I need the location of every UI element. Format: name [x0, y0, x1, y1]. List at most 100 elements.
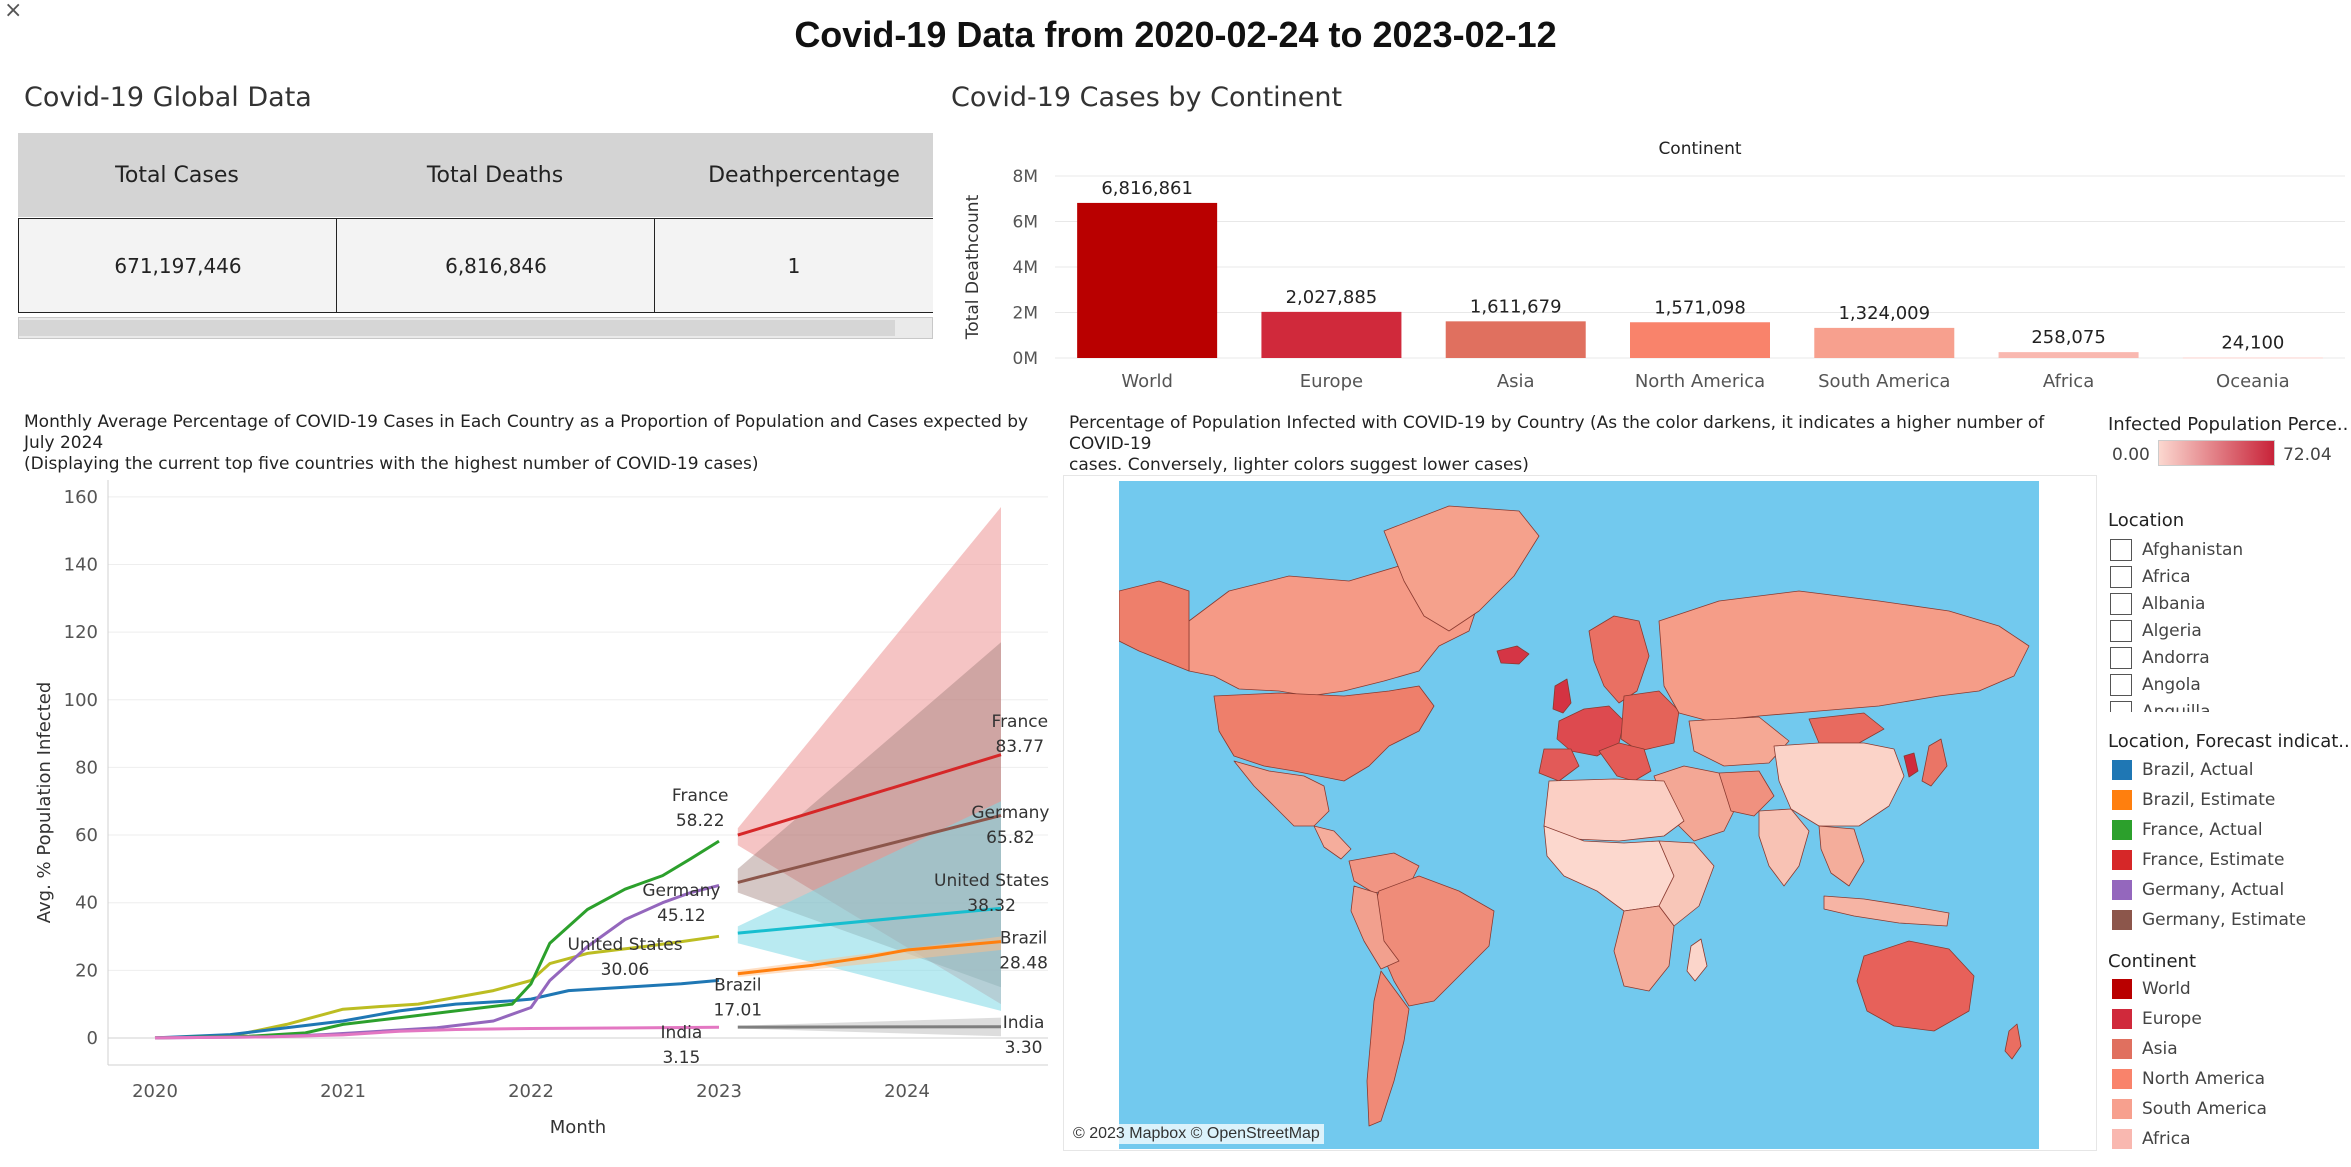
checkbox[interactable]: [2110, 592, 2132, 615]
legend-swatch: [2112, 789, 2132, 810]
infected-legend-title: Infected Population Perce..: [2108, 414, 2348, 435]
map-title-line-1: Percentage of Population Infected with C…: [1069, 413, 2045, 454]
country-japan[interactable]: [1921, 738, 1948, 787]
bar-category-label: North America: [1635, 371, 1765, 392]
continent-bar-chart: Continent Total Deathcount 0M 2M 4M 6M 8M 6,816…: [963, 139, 2345, 392]
line-y-tick-label: 60: [75, 825, 98, 846]
legend-label: Brazil, Actual: [2142, 759, 2254, 780]
country-argentina-chile[interactable]: [1366, 970, 1410, 1127]
country-peru-bolivia[interactable]: [1350, 885, 1400, 970]
infected-legend-min: 0.00: [2112, 445, 2150, 465]
region-central-america[interactable]: [1313, 825, 1352, 860]
country-usa-alaska[interactable]: [1119, 580, 1190, 672]
legend-label: Germany, Estimate: [2142, 909, 2307, 930]
line-chart-title-line-1: Monthly Average Percentage of COVID-19 C…: [24, 412, 1029, 453]
bar-y-tick-label: 6M: [1013, 213, 1038, 233]
line-x-axis-label: Month: [550, 1117, 606, 1138]
bar-y-tick-label: 8M: [1013, 167, 1038, 187]
legend-label: World: [2142, 978, 2191, 999]
country-usa[interactable]: [1213, 685, 1435, 782]
country-mongolia[interactable]: [1808, 712, 1885, 744]
location-filter-afghanistan[interactable]: Afghanistan: [2110, 536, 2243, 563]
region-scandinavia[interactable]: [1588, 615, 1650, 704]
country-greenland[interactable]: [1383, 505, 1540, 632]
forecast-legend-list: Brazil, Actual Brazil, Estimate France, Ac…: [2112, 756, 2342, 930]
bar-category-label: Oceania: [2216, 371, 2290, 392]
legend-label: Asia: [2142, 1038, 2178, 1059]
annotation-value: 30.06: [601, 960, 650, 980]
legend-label: Brazil, Estimate: [2142, 789, 2276, 810]
checkbox[interactable]: [2110, 673, 2132, 696]
location-filter-label: Anguilla: [2142, 701, 2211, 713]
location-filter-albania[interactable]: Albania: [2110, 590, 2205, 617]
country-iceland[interactable]: [1496, 645, 1530, 665]
checkbox[interactable]: [2110, 565, 2132, 588]
series-line-united-states-actual: [154, 934, 720, 1040]
country-madagascar[interactable]: [1686, 938, 1708, 982]
location-filter-angola[interactable]: Angola: [2110, 671, 2201, 698]
line-y-tick-label: 160: [64, 487, 98, 508]
horizontal-scrollbar[interactable]: [18, 317, 933, 339]
forecast-legend-brazil-actual: Brazil, Actual: [2112, 756, 2254, 783]
country-mexico[interactable]: [1233, 760, 1330, 827]
country-kazakhstan[interactable]: [1688, 716, 1790, 767]
country-china[interactable]: [1773, 742, 1905, 827]
close-icon[interactable]: ×: [4, 0, 23, 23]
annotation-name: India: [661, 1023, 703, 1043]
country-italy-balkans[interactable]: [1598, 742, 1652, 782]
country-north-africa[interactable]: [1543, 778, 1685, 842]
series-line-germany-estimate: [737, 813, 1002, 884]
continent-legend-south-america: South America: [2112, 1095, 2267, 1122]
forecast-legend-france-estimate: France, Estimate: [2112, 846, 2284, 873]
series-line-india-actual: [154, 1025, 720, 1040]
line-y-axis-label: Avg. % Population Infected: [34, 682, 55, 923]
bar-category-label: Asia: [1497, 371, 1535, 392]
region-eastern-europe[interactable]: [1620, 690, 1680, 752]
country-new-zealand[interactable]: [2004, 1023, 2022, 1060]
bar-category-label: World: [1121, 371, 1173, 392]
scrollbar-thumb[interactable]: [19, 320, 895, 336]
world-map[interactable]: [1119, 481, 2039, 1149]
checkbox[interactable]: [2110, 646, 2132, 669]
map-attribution[interactable]: © 2023 Mapbox © OpenStreetMap: [1069, 1124, 1324, 1144]
region-east-africa[interactable]: [1658, 840, 1715, 927]
region-southeast-asia[interactable]: [1818, 825, 1865, 887]
legend-swatch: [2112, 819, 2132, 840]
line-x-tick-label: 2020: [132, 1081, 178, 1102]
country-canada[interactable]: [1188, 565, 1480, 697]
legend-swatch: [2112, 978, 2132, 999]
checkbox[interactable]: [2110, 538, 2132, 561]
country-australia[interactable]: [1856, 940, 1975, 1032]
line-y-tick-label: 40: [75, 893, 98, 914]
country-korea[interactable]: [1903, 752, 1919, 778]
line-x-tick-label: 2024: [884, 1081, 930, 1102]
annotation-name: United States: [934, 871, 1049, 891]
bar-africa: [1998, 352, 2139, 358]
location-filter-anguilla[interactable]: Anguilla: [2110, 698, 2211, 712]
country-iran[interactable]: [1718, 770, 1775, 817]
country-india[interactable]: [1758, 808, 1810, 887]
forecast-legend-germany-actual: Germany, Actual: [2112, 876, 2284, 903]
annotation-value: 65.82: [986, 828, 1035, 848]
country-uk[interactable]: [1552, 678, 1572, 714]
annotation-value: 45.12: [657, 906, 706, 926]
location-filter-label: Afghanistan: [2142, 539, 2244, 560]
country-indonesia[interactable]: [1823, 895, 1950, 927]
location-filter-andorra[interactable]: Andorra: [2110, 644, 2210, 671]
region-southern-africa[interactable]: [1613, 905, 1675, 992]
checkbox[interactable]: [2110, 700, 2132, 712]
bar-value-label: 2,027,885: [1286, 287, 1378, 308]
continent-legend-list: World Europe Asia North America South Americ…: [2112, 975, 2342, 1167]
header-total-cases: Total Cases: [115, 162, 239, 188]
country-russia[interactable]: [1658, 590, 2030, 722]
bar-value-label: 1,571,098: [1654, 297, 1746, 318]
value-total-deaths: 6,816,846: [336, 218, 656, 313]
country-iberia[interactable]: [1538, 748, 1580, 782]
bar-world: [1077, 202, 1218, 358]
continent-legend-north-america: North America: [2112, 1065, 2265, 1092]
checkbox[interactable]: [2110, 619, 2132, 642]
location-filter-africa[interactable]: Africa: [2110, 563, 2191, 590]
location-legend-title: Location: [2108, 510, 2185, 531]
location-filter-algeria[interactable]: Algeria: [2110, 617, 2202, 644]
location-filter-list[interactable]: Afghanistan Africa Albania Algeria Andorra An…: [2110, 536, 2340, 712]
